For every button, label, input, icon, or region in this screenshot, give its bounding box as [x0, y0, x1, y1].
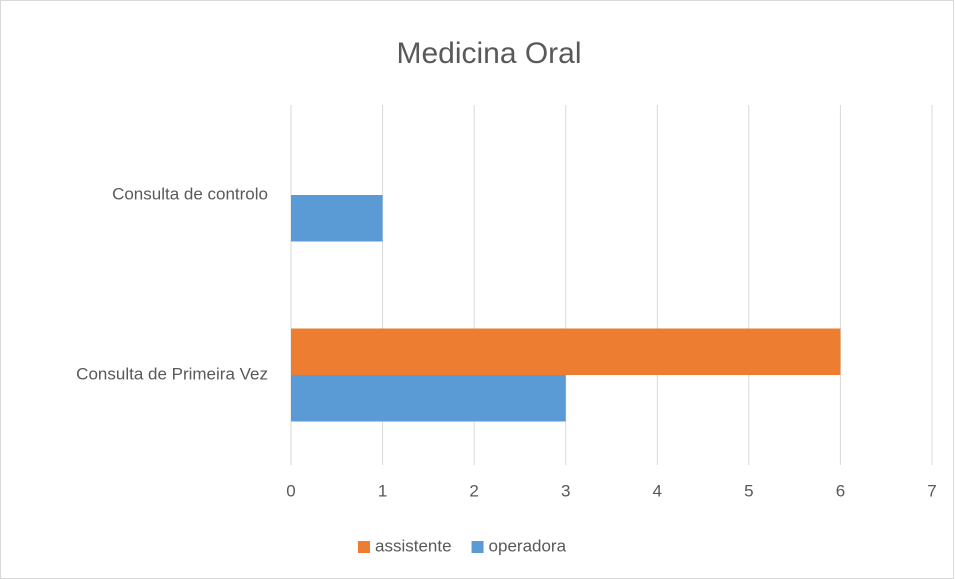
legend-swatch [358, 541, 370, 553]
y-tick-label: Consulta de Primeira Vez [76, 364, 268, 383]
bar [291, 375, 566, 422]
x-tick-label: 5 [744, 481, 753, 500]
bar [291, 195, 383, 242]
x-tick-label: 2 [469, 481, 478, 500]
legend-label: assistente [375, 536, 452, 555]
legend-swatch [471, 541, 484, 553]
legend-label: operadora [489, 536, 567, 555]
bar [291, 328, 841, 375]
x-tick-label: 7 [927, 481, 936, 500]
y-tick-label: Consulta de controlo [112, 184, 268, 203]
x-tick-label: 0 [286, 481, 295, 500]
x-tick-label: 6 [836, 481, 845, 500]
x-tick-label: 1 [378, 481, 387, 500]
x-tick-label: 3 [561, 481, 570, 500]
x-tick-label: 4 [653, 481, 662, 500]
chart-title: Medicina Oral [396, 37, 581, 70]
